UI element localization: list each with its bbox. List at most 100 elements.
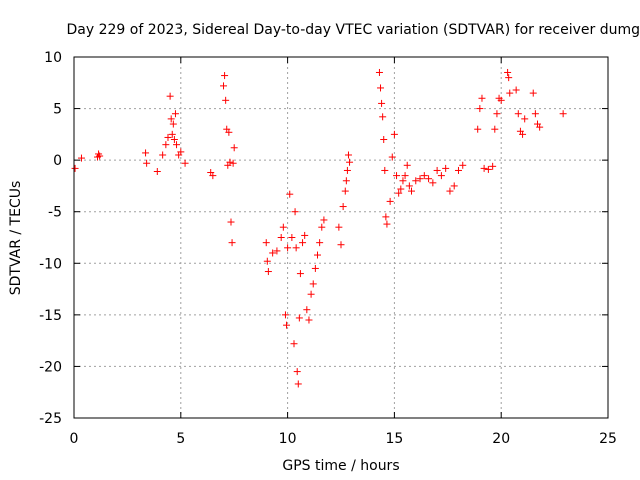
data-point	[305, 316, 313, 324]
data-point	[489, 162, 497, 170]
data-point	[403, 161, 411, 169]
data-point	[437, 172, 445, 180]
data-point	[314, 251, 322, 259]
data-point	[262, 239, 270, 247]
data-point	[506, 89, 514, 97]
data-point	[230, 144, 238, 152]
data-point	[173, 141, 181, 149]
data-point	[221, 72, 229, 80]
data-point	[142, 149, 150, 157]
data-point	[303, 306, 311, 314]
data-point	[476, 105, 484, 113]
grid-lines	[74, 57, 608, 418]
data-point	[286, 190, 294, 198]
data-point	[454, 166, 462, 174]
x-tick-label: 0	[70, 431, 79, 447]
data-point	[301, 231, 309, 239]
data-point	[514, 110, 522, 118]
data-point	[420, 172, 428, 180]
data-point	[497, 96, 505, 104]
data-point	[341, 187, 349, 195]
data-point	[295, 314, 303, 322]
data-point	[226, 158, 234, 166]
data-point	[284, 244, 292, 252]
data-point	[279, 223, 287, 231]
data-point	[559, 110, 567, 118]
data-point	[283, 321, 291, 329]
data-point	[383, 220, 391, 228]
data-point	[412, 177, 420, 185]
data-point	[318, 223, 326, 231]
data-point	[337, 241, 345, 249]
data-point	[491, 125, 499, 133]
y-tick-label: -15	[39, 308, 62, 324]
data-point	[264, 268, 272, 276]
data-points	[71, 68, 567, 388]
data-point	[311, 264, 319, 272]
data-point	[536, 123, 544, 131]
data-point	[273, 247, 281, 255]
data-point	[170, 136, 178, 144]
data-point	[381, 166, 389, 174]
y-tick-label: 0	[53, 153, 62, 169]
data-point	[71, 164, 79, 172]
data-point	[269, 249, 277, 257]
x-tick-label: 10	[279, 431, 297, 447]
data-point	[316, 239, 324, 247]
data-point	[393, 172, 401, 180]
y-tick-label: 10	[44, 50, 62, 66]
data-point	[346, 158, 354, 166]
data-point	[227, 218, 235, 226]
data-point	[309, 280, 317, 288]
data-point	[320, 216, 328, 224]
data-point	[342, 177, 350, 185]
data-point	[480, 164, 488, 172]
y-tick-label: -25	[39, 411, 62, 427]
data-point	[433, 166, 441, 174]
data-point	[167, 115, 175, 123]
data-point	[407, 187, 415, 195]
data-point	[395, 189, 403, 197]
data-point	[459, 161, 467, 169]
data-point	[288, 234, 296, 241]
data-point	[478, 94, 486, 102]
data-point	[450, 182, 458, 190]
data-point	[299, 239, 307, 247]
data-point	[294, 380, 302, 388]
data-point	[380, 136, 388, 144]
data-point	[291, 208, 299, 216]
data-point	[277, 234, 285, 241]
data-point	[390, 130, 398, 138]
data-point	[378, 99, 386, 107]
data-point	[416, 175, 424, 183]
data-point	[292, 244, 300, 252]
data-point	[166, 92, 174, 100]
y-tick-label: -20	[39, 359, 62, 375]
data-point	[293, 368, 301, 376]
data-point	[335, 223, 343, 231]
y-axis-label: SDTVAR / TECUs	[8, 181, 24, 296]
y-tick-label: 5	[53, 102, 62, 118]
data-point	[382, 213, 390, 221]
data-point	[222, 96, 230, 104]
data-point	[168, 130, 176, 138]
data-point	[484, 165, 492, 173]
data-point	[493, 110, 501, 118]
data-point	[521, 115, 529, 123]
data-point	[162, 141, 170, 149]
data-point	[377, 84, 385, 92]
data-point	[519, 130, 527, 138]
data-point	[171, 110, 179, 118]
x-tick-label: 20	[492, 431, 510, 447]
data-point	[375, 68, 383, 76]
data-point	[386, 197, 394, 205]
data-point	[343, 166, 351, 174]
data-point	[504, 68, 512, 76]
data-point	[290, 340, 298, 348]
data-point	[401, 172, 409, 180]
data-point	[164, 133, 172, 141]
data-point	[442, 164, 450, 172]
data-point	[344, 151, 352, 159]
data-point	[159, 151, 167, 159]
data-point	[425, 175, 433, 183]
